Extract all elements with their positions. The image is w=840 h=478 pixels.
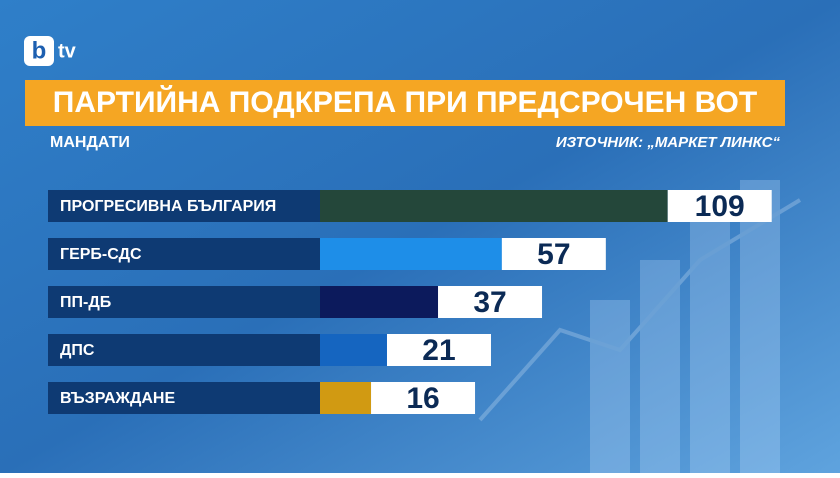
title-bar: [25, 80, 785, 126]
value-label: 109: [695, 190, 745, 223]
label-box: [48, 190, 320, 222]
logo-mark: b: [32, 37, 47, 64]
value-box: [371, 382, 476, 414]
value-label: 16: [406, 382, 439, 415]
source: ИЗТОЧНИК: „МАРКЕТ ЛИНКС“: [556, 134, 781, 151]
category-label: ПРОГРЕСИВНА БЪЛГАРИЯ: [60, 198, 276, 215]
label-box: [48, 238, 320, 270]
decoration: [478, 180, 802, 473]
category-label: ВЪЗРАЖДАНЕ: [60, 390, 175, 407]
subtitle: МАНДАТИ: [50, 134, 130, 151]
bar: [320, 382, 372, 414]
label-box: [48, 382, 320, 414]
label-box: [48, 286, 320, 318]
label-box: [48, 334, 320, 366]
category-label: ДПС: [60, 342, 95, 359]
bar: [320, 334, 387, 366]
value-label: 21: [422, 334, 455, 367]
bar: [320, 238, 502, 270]
bar: [320, 190, 668, 222]
value-box: [667, 190, 772, 222]
value-label: 57: [537, 238, 570, 271]
logo-box: [24, 36, 54, 66]
chart-title: ПАРТИЙНА ПОДКРЕПА ПРИ ПРЕДСРОЧЕН ВОТ: [53, 85, 757, 119]
logo-text: tv: [58, 40, 77, 62]
value-box: [501, 238, 606, 270]
value-label: 37: [473, 286, 506, 319]
value-box: [438, 286, 543, 318]
category-label: ГЕРБ-СДС: [60, 246, 142, 263]
value-box: [386, 334, 491, 366]
category-label: ПП-ДБ: [60, 294, 111, 311]
bar: [320, 286, 439, 318]
